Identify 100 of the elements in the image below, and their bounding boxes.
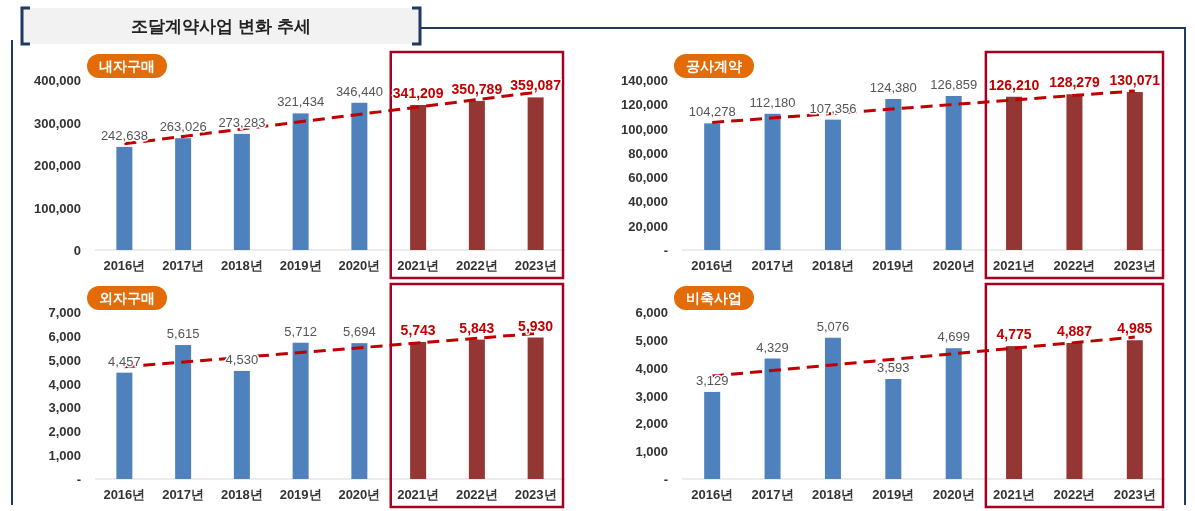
x-tick-label: 2018년 <box>220 258 263 273</box>
y-tick-label: - <box>663 472 668 487</box>
x-tick-label: 2021년 <box>397 258 440 273</box>
bar <box>527 97 544 250</box>
data-label: 4,985 <box>1117 320 1153 337</box>
data-label: 3,593 <box>877 359 910 375</box>
y-tick-label: 2,000 <box>48 424 81 440</box>
y-tick-label: 400,000 <box>34 73 81 88</box>
data-label: 5,076 <box>816 318 850 334</box>
x-tick-label: 2017년 <box>162 487 205 502</box>
y-tick-label: 100,000 <box>34 200 81 216</box>
x-tick-label: 2021년 <box>397 487 440 502</box>
y-tick-label: 300,000 <box>34 115 81 131</box>
bar <box>527 337 544 479</box>
bar <box>233 133 250 250</box>
bar <box>175 138 192 250</box>
chart-title: 비축사업 <box>686 290 742 306</box>
x-tick-label: 2022년 <box>1053 487 1096 502</box>
x-tick-label: 2022년 <box>455 258 498 273</box>
x-tick-label: 2020년 <box>338 487 381 502</box>
bar <box>233 370 250 479</box>
x-tick-label: 2020년 <box>932 487 975 502</box>
y-tick-label: 1,000 <box>635 444 668 460</box>
x-tick-label: 2021년 <box>993 487 1036 502</box>
x-tick-label: 2017년 <box>162 258 205 273</box>
x-tick-label: 2016년 <box>691 258 734 273</box>
x-tick-label: 2020년 <box>932 258 975 273</box>
y-tick-label: 80,000 <box>628 145 668 161</box>
data-label: 130,071 <box>1109 72 1161 89</box>
bar <box>885 98 902 250</box>
x-tick-label: 2023년 <box>1113 258 1156 273</box>
y-tick-label: 20,000 <box>628 218 668 234</box>
bar <box>1006 96 1023 250</box>
data-label: 104,278 <box>688 104 736 120</box>
x-tick-label: 2022년 <box>455 487 498 502</box>
data-label: 124,380 <box>869 79 917 95</box>
y-tick-label: 6,000 <box>48 328 81 344</box>
y-tick-label: 7,000 <box>48 305 81 320</box>
x-tick-label: 2016년 <box>691 487 734 502</box>
x-tick-label: 2019년 <box>872 487 915 502</box>
bar <box>116 146 133 250</box>
y-tick-label: 60,000 <box>628 170 668 186</box>
data-label: 4,329 <box>756 339 789 355</box>
y-tick-label: 4,000 <box>635 360 668 376</box>
chart-title: 내자구매 <box>99 58 155 74</box>
bar <box>764 113 781 250</box>
bar <box>704 123 721 250</box>
data-label: 341,209 <box>392 84 444 101</box>
bar <box>704 391 721 479</box>
y-tick-label: 3,000 <box>635 388 668 404</box>
bar <box>1066 94 1083 250</box>
data-label: 3,129 <box>695 372 729 388</box>
x-tick-label: 2022년 <box>1053 258 1096 273</box>
y-tick-label: 0 <box>73 243 81 258</box>
y-tick-label: - <box>663 243 668 258</box>
bar <box>116 372 133 479</box>
data-label: 5,743 <box>400 321 436 338</box>
bar <box>351 102 368 250</box>
data-label: 350,789 <box>451 80 503 97</box>
bar <box>292 113 309 250</box>
x-tick-label: 2020년 <box>338 258 381 273</box>
x-tick-label: 2017년 <box>751 487 794 502</box>
bar <box>292 342 309 479</box>
data-label: 242,638 <box>100 127 148 143</box>
bar <box>945 95 962 250</box>
x-tick-label: 2017년 <box>751 258 794 273</box>
y-tick-label: 100,000 <box>621 121 668 137</box>
bar <box>764 358 781 479</box>
x-tick-label: 2018년 <box>220 487 263 502</box>
data-label: 4,775 <box>996 326 1032 343</box>
data-label: 5,694 <box>343 324 376 340</box>
data-label: 4,699 <box>937 329 970 345</box>
bar <box>468 100 485 250</box>
data-label: 346,440 <box>335 83 383 99</box>
bar <box>468 339 485 479</box>
data-label: 4,457 <box>108 353 141 369</box>
bar <box>1006 346 1023 479</box>
data-label: 273,283 <box>218 114 266 130</box>
y-tick-label: 140,000 <box>621 73 668 88</box>
x-tick-label: 2021년 <box>993 258 1036 273</box>
bar <box>351 343 368 479</box>
y-tick-label: 1,000 <box>48 448 81 464</box>
bar <box>175 345 192 479</box>
data-label: 263,026 <box>159 119 207 135</box>
bar <box>885 379 902 479</box>
data-label: 126,210 <box>988 76 1040 93</box>
x-tick-label: 2023년 <box>514 258 557 273</box>
chart-title: 외자구매 <box>99 290 155 306</box>
y-tick-label: 2,000 <box>635 416 668 432</box>
bar <box>410 104 427 250</box>
bar <box>1126 340 1143 479</box>
y-tick-label: 4,000 <box>48 376 81 392</box>
y-tick-label: 3,000 <box>48 400 81 416</box>
x-tick-label: 2023년 <box>514 487 557 502</box>
bar <box>410 341 427 479</box>
text: 조달계약사업 변화 추세 <box>131 17 311 36</box>
bar <box>1126 92 1143 250</box>
data-label: 128,279 <box>1049 74 1100 91</box>
x-tick-label: 2016년 <box>103 487 146 502</box>
y-tick-label: 5,000 <box>635 332 668 348</box>
